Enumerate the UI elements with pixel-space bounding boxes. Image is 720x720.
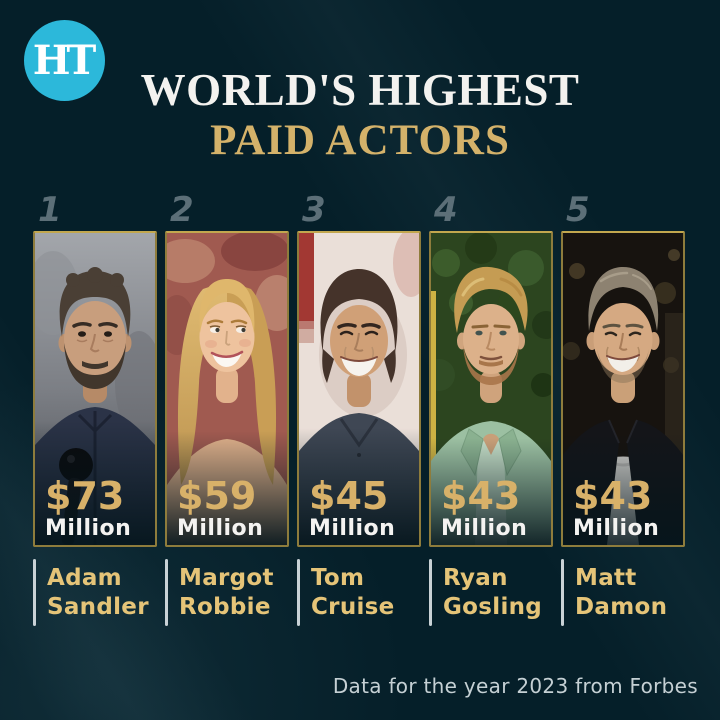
amount-unit: Million <box>441 516 528 541</box>
earnings-matt-damon: $43 Million <box>573 477 659 540</box>
name-divider-1 <box>33 559 36 626</box>
rank-number-1: 1 <box>38 190 62 230</box>
rank-number-3: 3 <box>302 190 326 230</box>
actor-name-ryan-gosling: Ryan Gosling <box>443 564 561 622</box>
actor-name-adam-sandler: Adam Sandler <box>47 564 165 622</box>
portrait-matt-damon-photo <box>563 233 683 545</box>
name-line2: Damon <box>575 594 668 621</box>
portrait-margot-robbie-photo <box>167 233 287 545</box>
gosling-face <box>454 266 528 385</box>
earnings-tom-cruise: $45 Million <box>309 477 395 540</box>
rank-number-4: 4 <box>434 190 458 230</box>
amount-unit: Million <box>573 516 660 541</box>
portrait-tom-cruise-photo <box>299 233 419 545</box>
yellow-strip <box>431 291 436 481</box>
amount-unit: Million <box>309 516 396 541</box>
name-line2: Cruise <box>311 594 395 621</box>
actor-card-tom-cruise: $45 Million <box>297 231 421 547</box>
name-line2: Sandler <box>47 594 149 621</box>
amount-value: $73 <box>45 474 125 518</box>
ht-logo-text: HT <box>32 37 97 84</box>
name-line1: Tom <box>311 565 365 591</box>
actor-name-margot-robbie: Margot Robbie <box>179 564 297 622</box>
robbie-face <box>199 279 255 372</box>
name-line1: Ryan <box>443 565 508 591</box>
amount-value: $43 <box>573 474 653 518</box>
name-line2: Robbie <box>179 594 271 621</box>
amount-unit: Million <box>177 516 264 541</box>
damon-face <box>586 267 660 383</box>
page-title-line2: PAID ACTORS <box>210 117 510 164</box>
cruise-face <box>320 269 398 383</box>
amount-value: $59 <box>177 474 257 518</box>
name-line1: Adam <box>47 565 122 591</box>
earnings-adam-sandler: $73 Million <box>45 477 131 540</box>
earnings-ryan-gosling: $43 Million <box>441 477 527 540</box>
name-divider-2 <box>165 559 168 626</box>
actor-card-ryan-gosling: $43 Million <box>429 231 553 547</box>
name-line2: Gosling <box>443 594 543 621</box>
amount-value: $45 <box>309 474 389 518</box>
sandler-face <box>58 267 132 389</box>
page-title-line1: WORLD'S HIGHEST <box>140 65 580 115</box>
actor-name-tom-cruise: Tom Cruise <box>311 564 429 622</box>
portrait-ryan-gosling-photo <box>431 233 551 545</box>
actor-name-matt-damon: Matt Damon <box>575 564 693 622</box>
ht-logo: HT <box>24 20 105 101</box>
earnings-margot-robbie: $59 Million <box>177 477 263 540</box>
actor-card-margot-robbie: $59 Million <box>165 231 289 547</box>
actor-card-adam-sandler: $73 Million <box>33 231 157 547</box>
amount-value: $43 <box>441 474 521 518</box>
name-line1: Matt <box>575 565 637 591</box>
portrait-adam-sandler-photo <box>35 233 155 545</box>
name-divider-4 <box>429 559 432 626</box>
actor-card-matt-damon: $43 Million <box>561 231 685 547</box>
name-divider-3 <box>297 559 300 626</box>
amount-unit: Million <box>45 516 132 541</box>
name-divider-5 <box>561 559 564 626</box>
name-line1: Margot <box>179 565 274 591</box>
rank-number-2: 2 <box>170 190 194 230</box>
rank-number-5: 5 <box>566 190 590 230</box>
source-note: Data for the year 2023 from Forbes <box>332 674 698 698</box>
